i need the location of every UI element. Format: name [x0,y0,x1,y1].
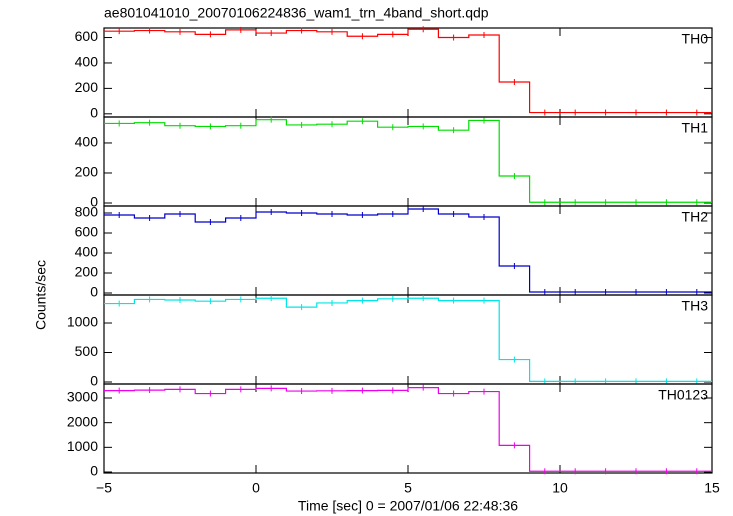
data-line [104,119,712,203]
panel-frame [103,383,713,474]
y-tick-label: 400 [75,54,99,70]
panel-frame [103,294,713,385]
x-tick-label: 0 [252,480,260,496]
chart-title: ae801041010_20070106224836_wam1_trn_4ban… [104,5,489,21]
data-line [104,208,712,293]
y-tick-label: 600 [75,224,99,240]
panel-label: TH3 [682,298,709,314]
data-line [104,387,712,472]
y-tick-label: 500 [75,343,99,359]
y-tick-label: 800 [75,204,99,220]
x-tick-label: 10 [552,480,568,496]
panel-label: TH0123 [658,387,708,403]
y-tick-label: 600 [75,28,99,44]
y-tick-label: 2000 [67,413,98,429]
y-axis-title: Counts/sec [33,260,49,330]
panel-label: TH2 [682,209,709,225]
y-tick-label: 1000 [67,314,98,330]
y-tick-label: 1000 [67,438,98,454]
y-tick-label: 400 [75,244,99,260]
y-tick-label: 0 [90,194,98,210]
panel-frame [103,116,713,207]
x-tick-label: −5 [96,480,112,496]
y-tick-label: 0 [90,373,98,389]
y-tick-label: 0 [90,284,98,300]
y-tick-label: 0 [90,105,98,121]
y-tick-label: 200 [75,264,99,280]
x-tick-label: 5 [404,480,412,496]
data-line [104,297,712,383]
panel-label: TH0 [682,31,709,47]
panel-frame [103,27,713,118]
y-tick-label: 200 [75,79,99,95]
y-tick-label: 400 [75,134,99,150]
y-tick-label: 0 [90,463,98,479]
y-tick-label: 3000 [67,389,98,405]
data-line [104,28,712,114]
x-axis-title: Time [sec] 0 = 2007/01/06 22:48:36 [298,498,518,514]
panel-label: TH1 [682,120,709,136]
y-tick-label: 200 [75,164,99,180]
x-tick-label: 15 [704,480,720,496]
